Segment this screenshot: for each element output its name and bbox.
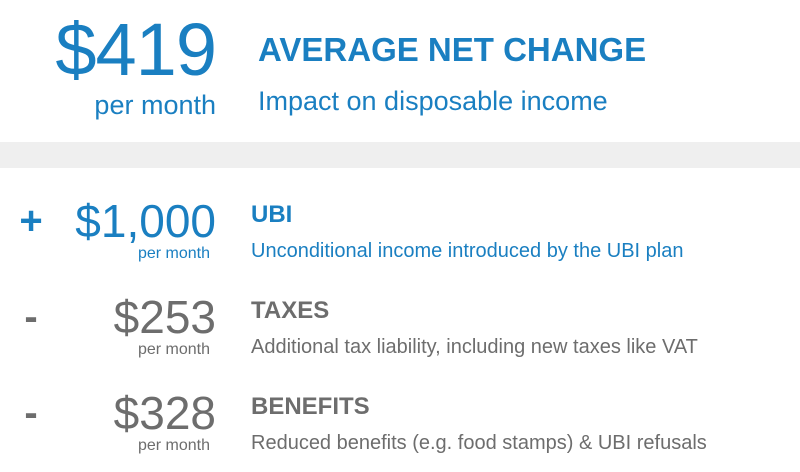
taxes-amount: $253 — [113, 291, 216, 343]
benefits-amount: $328 — [113, 387, 216, 439]
taxes-row: - $253 per month TAXES Additional tax li… — [0, 290, 800, 382]
ubi-row: + $1,000 per month UBI Unconditional inc… — [0, 194, 800, 286]
section-divider — [0, 142, 800, 168]
summary-section: $419 per month AVERAGE NET CHANGE Impact… — [0, 0, 800, 142]
net-change-unit: per month — [94, 90, 216, 120]
plus-sign: + — [19, 199, 43, 243]
summary-title: AVERAGE NET CHANGE — [258, 31, 647, 68]
net-change-amount: $419 — [55, 8, 217, 91]
ubi-label: UBI — [251, 201, 293, 228]
benefits-label: BENEFITS — [251, 393, 370, 420]
summary-subtitle: Impact on disposable income — [258, 86, 608, 116]
taxes-label: TAXES — [251, 297, 330, 324]
ubi-amount: $1,000 — [75, 195, 216, 247]
minus-sign: - — [24, 391, 38, 435]
benefits-description: Reduced benefits (e.g. food stamps) & UB… — [251, 432, 707, 454]
benefits-row: - $328 per month BENEFITS Reduced benefi… — [0, 386, 800, 472]
minus-sign: - — [24, 295, 38, 339]
ubi-description: Unconditional income introduced by the U… — [251, 240, 684, 262]
benefits-unit: per month — [137, 437, 210, 454]
taxes-unit: per month — [137, 341, 210, 358]
ubi-unit: per month — [137, 245, 210, 262]
taxes-description: Additional tax liability, including new … — [251, 336, 698, 358]
